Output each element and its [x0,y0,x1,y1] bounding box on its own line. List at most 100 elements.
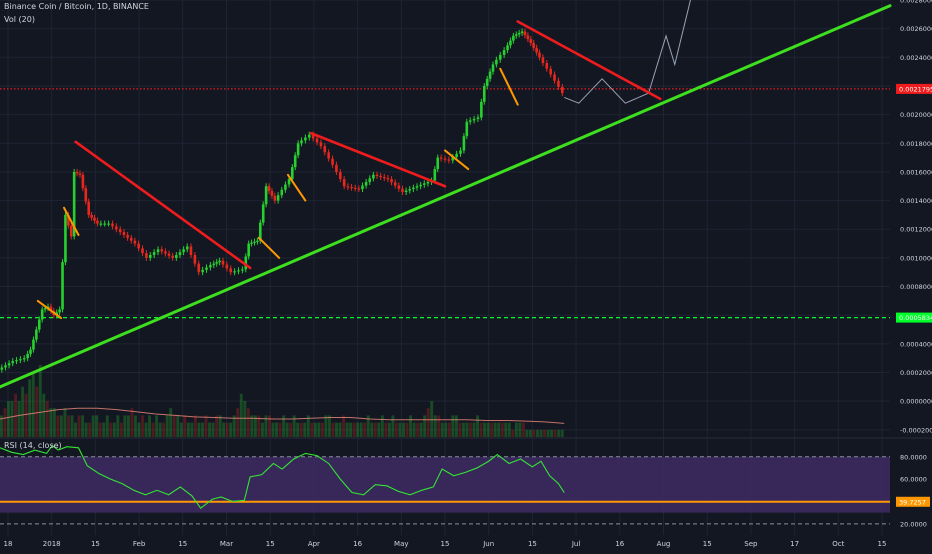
volume-bar [257,415,261,437]
volume-bar [218,415,222,437]
volume-bar [451,415,455,437]
volume-bar [88,422,92,437]
volume-bar [366,415,370,437]
candle-body [382,176,386,179]
candle-body [81,174,85,189]
candle-body [443,158,447,160]
candle-body [502,50,506,55]
candle-body [386,178,390,180]
candle-body [517,32,521,35]
volume-bar [239,393,243,437]
candle-body [233,271,236,273]
volume-ma-line [0,407,565,424]
volume-bar [0,415,3,437]
candle-body [171,255,174,258]
date-tick-label: Mar [220,540,233,548]
candle-body [133,240,137,244]
volume-bar [306,415,310,437]
candle-body [426,181,430,184]
volume-bar [21,386,25,437]
candle-body [197,263,201,273]
volume-bar [119,422,123,437]
volume-bar [528,429,532,437]
volume-bar [458,422,462,437]
candle-body [0,367,4,370]
date-tick-label: 16 [615,540,624,548]
candle-body [15,360,18,362]
volume-bar [324,415,328,437]
volume-bar [384,422,388,437]
volume-bar [550,429,554,437]
level-price-tag [896,83,932,94]
flag-line [257,236,281,259]
volume-bar [539,429,543,437]
candle-body [189,246,193,256]
main-uptrend-line [0,4,892,389]
candle-body [7,363,11,366]
level-price-tag [896,312,932,323]
candle-body [241,269,244,271]
date-tick-label: 15 [266,540,275,548]
volume-bar [56,415,60,437]
downtrend-line [74,140,252,270]
volume-bar [553,429,557,437]
candle-body [357,188,361,190]
candle-body [482,85,486,102]
candle-body [164,251,167,254]
candle-body [393,182,397,186]
candle-body [422,183,426,185]
candle-body [267,186,271,192]
level-price-label: 0.0005834 [899,314,932,322]
volume-bar [232,415,236,437]
candle-body [315,138,319,143]
volume-bar [370,422,374,437]
volume-bar [440,422,444,437]
volume-bar [514,422,518,437]
volume-bar [289,422,293,437]
candle-body [75,171,79,174]
volume-bar [98,422,102,437]
volume-bar [317,422,321,437]
candle-body [291,167,294,180]
volume-bar [3,408,7,437]
volume-bar [134,415,137,437]
candle-body [90,214,93,218]
flag-line [444,149,470,171]
date-tick-label: 15 [91,540,100,548]
candle-body [145,253,148,258]
rsi-tick-label: 60.0000 [900,476,927,484]
candle-body [244,256,248,270]
candle-body [178,252,182,256]
candle-body [58,309,61,313]
candle-body [87,201,91,215]
candle-body [335,164,338,172]
candle-body [447,159,451,161]
candle-body [40,309,44,320]
candle-body [182,249,185,253]
volume-bar [278,422,282,437]
candle-body [476,117,480,119]
volume-bar [282,415,286,437]
volume-bar [243,401,247,437]
volume-bar [169,408,173,437]
volume-bar [172,415,176,437]
candle-body [61,262,64,310]
volume-bar [14,393,18,437]
candle-body [509,40,512,46]
candle-body [327,152,330,159]
volume-bar [42,393,46,437]
volume-bar [74,422,77,437]
volume-bar [151,422,155,437]
date-tick-label: Aug [657,540,671,548]
volume-bar [423,415,427,437]
volume-bar [17,401,21,437]
candle-body [368,178,372,182]
candle-body [498,54,502,60]
volume-bar [236,408,240,437]
candle-body [270,191,274,196]
level-price-label: 0.0021795 [899,85,932,93]
candle-body [331,158,334,165]
candle-body [99,223,103,225]
volume-bar [91,415,95,437]
candle-body [287,179,291,185]
